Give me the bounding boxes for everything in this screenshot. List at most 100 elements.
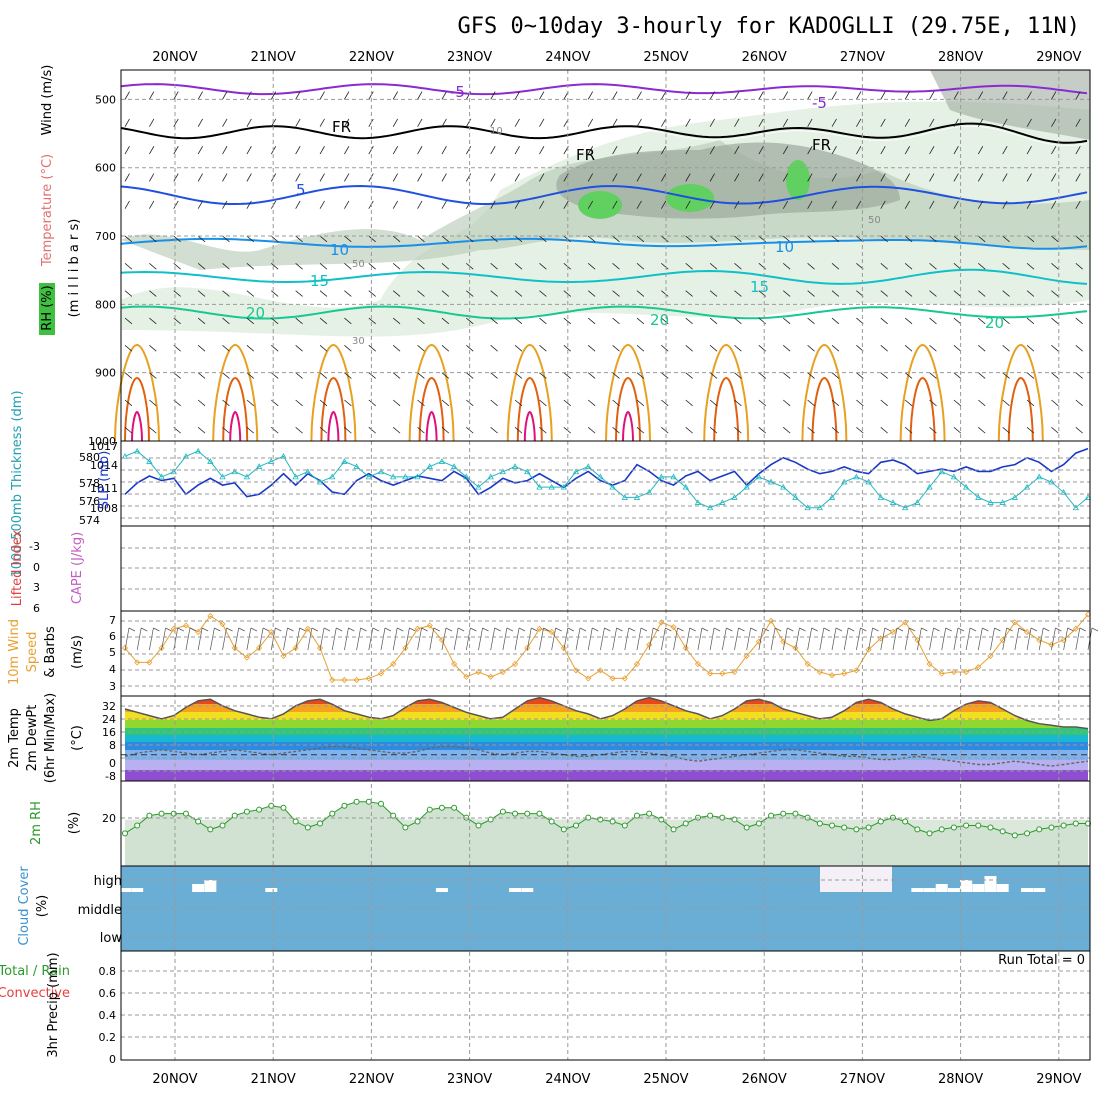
wind-barb <box>734 345 742 352</box>
bl-tongue-orange <box>310 343 357 442</box>
wind10-barb-flag <box>665 627 672 632</box>
label-wind-units: (m/s) <box>70 635 85 669</box>
wind-barb <box>612 345 620 352</box>
bl-tongue-orange <box>506 343 553 442</box>
date-label-top: 27NOV <box>840 50 885 65</box>
wind-barb <box>441 290 450 297</box>
slp-tick: 1017 <box>90 440 118 453</box>
thickness-point <box>962 483 970 490</box>
wind10-barb-flag <box>482 627 489 632</box>
bl-tongue-darkorange <box>516 376 543 442</box>
wind-barb <box>661 146 667 155</box>
wind-barb <box>612 200 618 209</box>
wind-barb <box>758 146 764 155</box>
wind-barb <box>1026 263 1035 270</box>
wind10-barb <box>1026 627 1032 651</box>
bl-tongue-magenta <box>131 410 143 442</box>
wind-barb <box>222 372 230 379</box>
wind-barb <box>880 173 886 182</box>
gridlines <box>121 70 1090 1060</box>
wind-barb <box>344 146 350 155</box>
wind10-point <box>1048 641 1055 648</box>
wind-barb <box>222 263 230 270</box>
panel-frame-thick <box>120 440 1091 527</box>
wind-barb <box>368 91 374 100</box>
thickness-point <box>694 499 702 505</box>
rh2m-panel <box>121 781 1091 866</box>
wind-barb <box>734 118 740 127</box>
wind-barb <box>246 290 255 297</box>
wind-barb <box>514 146 520 155</box>
wind-barb <box>368 290 376 297</box>
wind-barb <box>904 146 910 155</box>
wind10-barb-flag <box>628 627 635 632</box>
wind-barb <box>880 146 886 155</box>
high-cloud-gap <box>1033 888 1046 892</box>
wind-barb <box>319 399 328 407</box>
thickness-point <box>865 478 872 485</box>
thickness-point <box>926 483 933 490</box>
thickness-point <box>670 473 677 480</box>
rh2m-point <box>999 828 1006 835</box>
date-label-top: 20NOV <box>152 50 197 65</box>
thickness-point <box>243 473 251 480</box>
label-cape: CAPE (J/kg) <box>70 532 85 604</box>
thickness-point <box>158 473 165 480</box>
wind-barb <box>466 345 474 352</box>
wind-barb <box>417 118 423 127</box>
wind10-barb-flag <box>592 627 599 632</box>
wind-barb <box>978 263 986 270</box>
rh2m-point <box>987 824 994 831</box>
bl-tongue-orange <box>899 343 946 442</box>
wind-barb <box>831 146 837 155</box>
wind-barb <box>563 345 571 352</box>
label-thickness: 1000-500mb Thickness (dm) <box>10 390 25 577</box>
label-2m-rh: 2m RH <box>29 801 44 845</box>
wind-barb <box>514 200 520 209</box>
label-convective: Convective <box>0 986 70 1001</box>
wind-barb <box>831 345 840 352</box>
thickness-point <box>304 468 312 475</box>
thickness-point <box>329 473 336 480</box>
wind-barb <box>295 235 303 243</box>
wind10-point <box>841 670 848 677</box>
wind10-barb <box>478 627 483 651</box>
wind-barb <box>758 173 764 182</box>
wind-barb <box>880 345 888 352</box>
temp-band-8 <box>125 704 1088 712</box>
wind10-point <box>633 660 641 668</box>
wind10-barb <box>331 627 337 651</box>
wind10-barb <box>283 627 288 651</box>
rh2m-point <box>390 812 397 819</box>
wind-barb <box>612 317 620 325</box>
wind10-barb <box>161 627 166 651</box>
thickness-point <box>548 483 555 490</box>
wind10-barb <box>234 627 240 651</box>
label-wind: Wind (m/s) <box>40 65 55 136</box>
wind-barb <box>612 118 618 127</box>
thickness-point <box>609 483 616 490</box>
wind-barb <box>977 146 984 155</box>
wind-barb <box>490 345 498 352</box>
wind-barb <box>222 118 228 127</box>
wind-barb <box>904 173 910 182</box>
cloud-level: high <box>94 874 122 889</box>
wind-barb <box>685 317 693 325</box>
wind10-barb <box>295 627 301 651</box>
wind-barb <box>1075 146 1081 155</box>
thickness-point <box>621 494 628 500</box>
rh2m-point <box>451 804 458 811</box>
wind-barb <box>1075 118 1081 127</box>
wind-barb <box>636 399 645 407</box>
wind-barb <box>1002 263 1010 270</box>
wind-barb <box>612 399 620 407</box>
wind-barb <box>636 146 642 155</box>
thickness-point <box>975 494 982 500</box>
wind-barb <box>1051 91 1057 100</box>
axes-labels: 20NOV 20NOV 21NOV 21NOV 22NOV 22NOV 23NOV 23NOV… <box>0 50 1091 1087</box>
wind-barb <box>490 290 498 297</box>
high-cloud-clear <box>820 866 892 892</box>
wind-barb <box>587 200 594 209</box>
thickness-point <box>414 473 421 480</box>
